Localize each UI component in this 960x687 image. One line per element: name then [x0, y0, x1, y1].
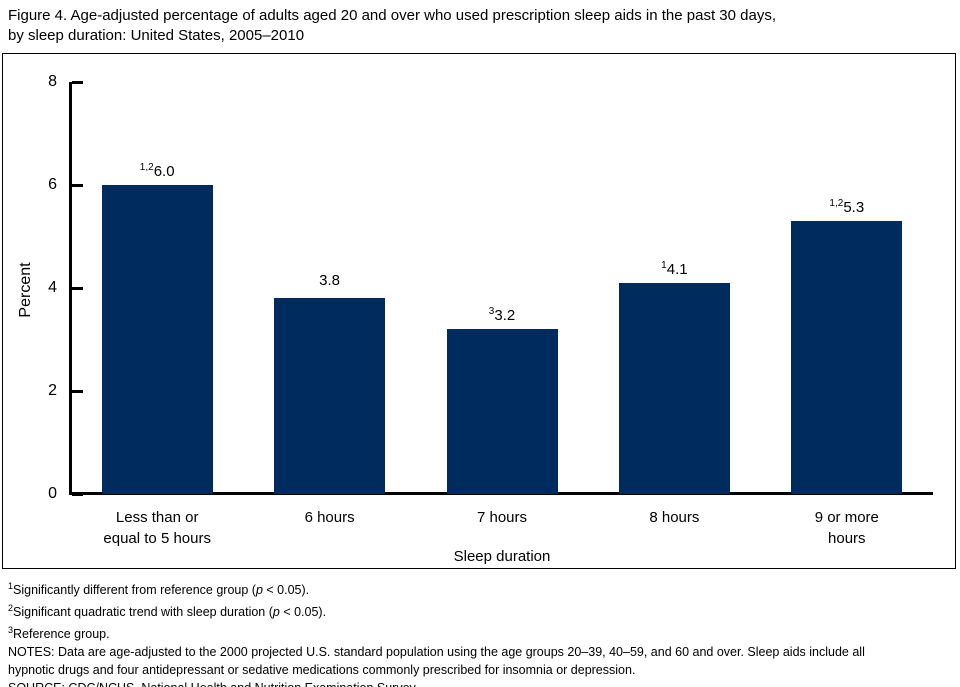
y-tick-mark [72, 184, 83, 187]
bar [791, 221, 903, 494]
footnote-text: SOURCE: CDC/NCHS, National Health and Nu… [8, 681, 418, 687]
bar [101, 185, 213, 494]
footnote-text: < 0.05). [279, 605, 327, 620]
footnote-line: NOTES: Data are age-adjusted to the 2000… [8, 643, 956, 661]
x-category-label: 7 hours [476, 509, 528, 526]
bar-value-superscript: 1 [661, 259, 667, 271]
footnote-text: NOTES: Data are age-adjusted to the 2000… [8, 645, 865, 660]
bar-value-superscript: 1,2 [139, 162, 154, 173]
footnote-italic-text: p [272, 605, 280, 620]
x-category-label: Less than or equal to 5 hours [103, 509, 211, 547]
bar-value-label: 3.8 [319, 272, 341, 290]
y-tick-label: 4 [48, 279, 57, 296]
bar-value-label: 14.1 [661, 259, 688, 278]
y-tick-label: 6 [48, 176, 57, 193]
bar-value-superscript: 3 [488, 306, 495, 318]
footnote-italic-text: p [255, 583, 263, 598]
footnote-text: < 0.05). [262, 583, 310, 598]
footnote-line: 1Significantly different from reference … [8, 577, 956, 599]
footnotes: 1Significantly different from reference … [8, 577, 956, 687]
bar [274, 298, 386, 494]
y-tick-mark [72, 81, 83, 84]
y-tick-mark [72, 493, 83, 496]
footnote-line: 2Significant quadratic trend with sleep … [8, 599, 956, 621]
footnote-text: Significant quadratic trend with sleep d… [13, 605, 273, 620]
footnote-superscript: 3 [8, 625, 14, 636]
footnote-text: Reference group. [13, 627, 110, 642]
bar [618, 282, 730, 494]
y-tick-label: 0 [48, 485, 57, 502]
footnote-superscript: 1 [8, 581, 14, 591]
y-tick-mark [72, 287, 83, 290]
bar-value-superscript: 1,2 [829, 198, 844, 210]
figure-title-line-2: by sleep duration: United States, 2005–2… [8, 26, 305, 44]
y-tick-label: 8 [48, 73, 57, 90]
x-category-label: 8 hours [649, 509, 700, 526]
bar-value-label: 1,26.0 [139, 162, 175, 180]
x-category-label: 9 or more hours [814, 509, 879, 547]
footnote-line: 3Reference group. [8, 621, 956, 643]
y-axis-line [69, 82, 72, 495]
bar-value-label: 33.2 [488, 306, 516, 325]
footnote-text: hypnotic drugs and four antidepressant o… [8, 663, 636, 678]
x-axis-title: Sleep duration [453, 548, 551, 565]
y-tick-label: 2 [48, 382, 57, 399]
x-category-label: 6 hours [304, 509, 355, 526]
footnote-line: hypnotic drugs and four antidepressant o… [8, 661, 956, 679]
y-tick-mark [72, 390, 83, 393]
footnote-text: Significantly different from reference g… [13, 583, 256, 598]
bar [446, 329, 558, 494]
figure-title-line-1: Figure 4. Age-adjusted percentage of adu… [8, 7, 777, 24]
footnote-line: SOURCE: CDC/NCHS, National Health and Nu… [8, 679, 956, 687]
footnote-superscript: 2 [8, 603, 14, 614]
figure-title: Figure 4. Age-adjusted percentage of adu… [8, 6, 956, 45]
bar-value-label: 1,25.3 [829, 198, 865, 217]
